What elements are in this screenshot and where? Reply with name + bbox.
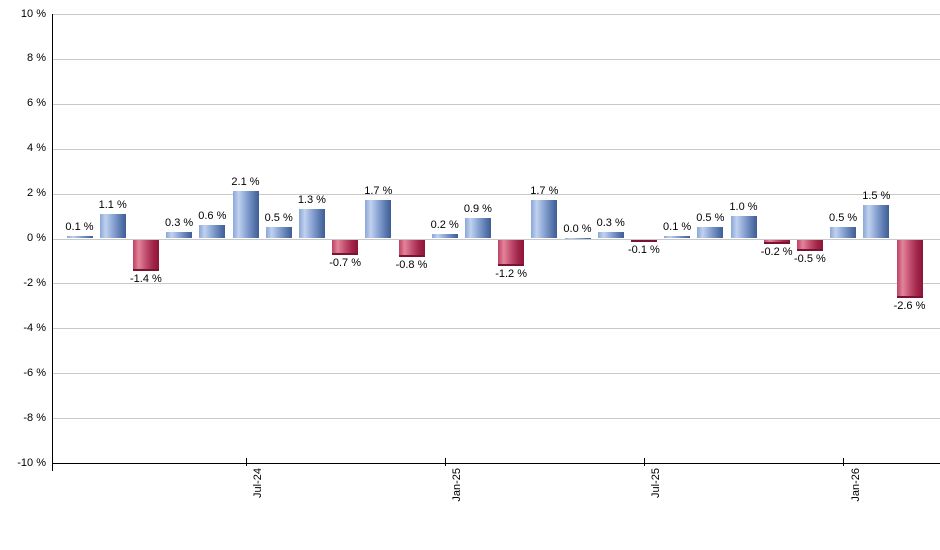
bar-value-label: 0.1 %: [663, 221, 692, 234]
negative-return-bar: [796, 239, 823, 251]
x-axis-tick: [643, 458, 645, 466]
x-axis-tick-label: Jan-25: [451, 468, 464, 502]
positive-return-bar: [464, 218, 491, 239]
positive-return-bar: [365, 200, 392, 239]
plot-area: 0.1 % 1.1 % -1.4 % 0.3 % 0.6 % 2.1 % 0.5 % 1.3 …: [52, 14, 940, 464]
bar-value-label: 0.3 %: [165, 216, 194, 229]
gridline: [52, 148, 940, 150]
bar-value-label: 0.5 %: [829, 212, 858, 225]
gridline: [52, 103, 940, 105]
y-axis-tick-label: -6 %: [23, 366, 46, 379]
negative-return-bar: [332, 239, 359, 256]
bar-value-label: 1.7 %: [364, 185, 393, 198]
positive-return-bar: [730, 216, 757, 239]
gridline: [52, 193, 940, 195]
bar-value-label: -0.5 %: [793, 252, 826, 265]
y-axis-tick-label: 8 %: [27, 52, 46, 65]
bar-value-label: 1.3 %: [297, 194, 326, 207]
gridline: [52, 238, 940, 240]
bar-value-label: 2.1 %: [231, 176, 260, 189]
positive-return-bar: [66, 236, 93, 239]
positive-return-bar: [298, 209, 325, 239]
bar-value-label: -2.6 %: [893, 299, 926, 312]
bar-value-label: 1.7 %: [530, 185, 559, 198]
bar-value-label: -1.4 %: [129, 272, 162, 285]
bar-value-label: 0.1 %: [65, 221, 94, 234]
bar-value-label: 0.9 %: [463, 203, 492, 216]
positive-return-bar: [863, 204, 890, 239]
bar-value-label: 0.0 %: [563, 222, 592, 235]
y-axis-tick-label: 10 %: [20, 7, 46, 20]
positive-return-bar: [232, 191, 259, 239]
y-axis-tick-label: -10 %: [17, 456, 46, 469]
gridline: [52, 14, 940, 15]
positive-return-bar: [830, 227, 857, 239]
bar-value-label: 1.0 %: [729, 201, 758, 214]
x-axis-tick: [444, 458, 446, 466]
y-axis-tick-label: 6 %: [27, 97, 46, 110]
x-axis-tick-label: Jul-24: [252, 468, 264, 498]
negative-return-bar: [498, 239, 525, 267]
y-axis-tick-label: 2 %: [27, 187, 46, 200]
negative-return-bar: [896, 239, 923, 298]
x-axis-tick-label: Jan-26: [849, 468, 862, 502]
negative-return-bar: [630, 239, 657, 242]
positive-return-bar: [265, 227, 292, 239]
gridline: [52, 328, 940, 330]
positive-return-bar: [697, 227, 724, 239]
x-axis-line: [52, 463, 940, 464]
positive-return-bar: [597, 231, 624, 239]
bar-value-label: 0.2 %: [430, 219, 459, 231]
gridline: [52, 283, 940, 285]
positive-return-bar: [664, 236, 691, 239]
gridline: [52, 418, 940, 420]
bar-value-label: -1.2 %: [495, 268, 527, 281]
y-axis-tick-label: 4 %: [27, 142, 46, 155]
negative-return-bar: [398, 239, 425, 258]
negative-return-bar: [132, 239, 159, 271]
bar-value-label: 1.5 %: [862, 189, 891, 202]
bar-value-label: -0.8 %: [395, 259, 428, 272]
y-axis-tick-label: -2 %: [23, 276, 46, 289]
positive-return-bar: [166, 231, 193, 239]
y-axis-tick-label: -4 %: [23, 321, 46, 334]
y-axis-tick-label: -8 %: [23, 411, 46, 424]
bar-value-label: -0.1 %: [627, 243, 660, 256]
bar-value-label: 1.1 %: [98, 198, 127, 211]
x-axis-tick: [245, 458, 247, 466]
gridline: [52, 58, 940, 60]
positive-return-bar: [531, 200, 558, 239]
x-axis-tick-label: Jul-25: [650, 468, 663, 498]
positive-return-bar: [431, 234, 458, 239]
bar-value-label: 0.6 %: [198, 210, 227, 223]
y-axis-tick-label: 0 %: [27, 232, 46, 244]
positive-return-bar: [99, 213, 126, 239]
x-axis-tick: [843, 458, 845, 466]
gridline: [52, 373, 940, 375]
bar-value-label: 0.3 %: [596, 216, 625, 229]
bar-value-label: -0.7 %: [329, 257, 361, 270]
bar-value-label: 0.5 %: [696, 212, 725, 225]
bar-value-label: 0.5 %: [264, 212, 293, 225]
positive-return-bar: [564, 237, 591, 239]
negative-return-bar: [763, 239, 790, 244]
y-axis-line: [52, 14, 53, 471]
positive-return-bar: [199, 225, 226, 239]
bar-value-label: -0.2 %: [760, 245, 793, 258]
